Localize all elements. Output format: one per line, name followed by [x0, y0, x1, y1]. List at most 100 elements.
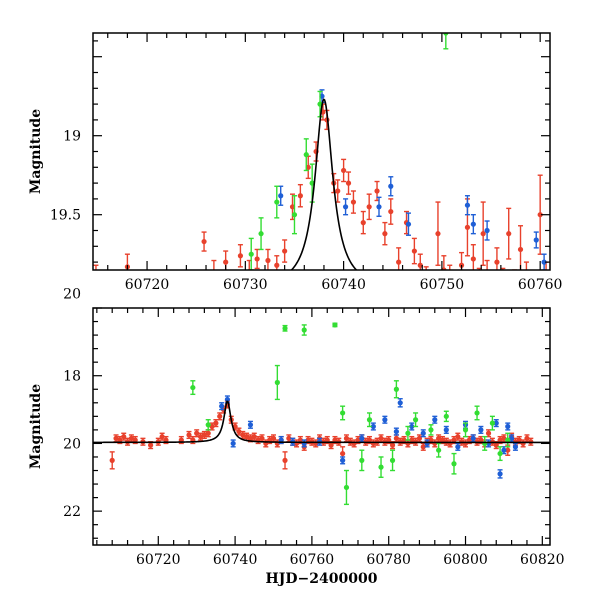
y-tick-label: 22	[63, 504, 81, 520]
data-point	[343, 469, 350, 506]
data-point	[432, 415, 438, 424]
data-point	[409, 422, 415, 431]
data-point	[258, 217, 264, 251]
data-point	[109, 451, 115, 470]
x-tick-label: 60800	[443, 552, 488, 568]
data-point	[476, 267, 482, 270]
y-tick-label: 19	[63, 129, 81, 145]
data-point	[505, 432, 511, 448]
data-point	[274, 364, 280, 401]
model-curve	[93, 400, 550, 444]
data-point	[278, 435, 284, 445]
data-point	[265, 248, 271, 270]
data-point	[254, 248, 260, 270]
data-point	[340, 456, 346, 465]
data-point	[455, 432, 461, 441]
data-point	[274, 185, 280, 219]
data-point	[393, 427, 399, 436]
data-point	[382, 415, 388, 424]
data-point	[505, 422, 511, 431]
data-point	[282, 451, 288, 470]
data-point	[248, 237, 254, 270]
data-point	[366, 412, 373, 428]
data-point	[303, 138, 309, 172]
data-point	[213, 419, 219, 428]
data-point	[417, 253, 423, 270]
data-point	[484, 259, 490, 270]
data-point	[190, 380, 196, 396]
data-point	[478, 425, 484, 434]
data-point	[462, 422, 469, 438]
x-axis-label: HJD−2400000	[266, 571, 378, 587]
top-panel: 60720 60730 60740 60750 60760 19 19.5 20 Magnitu…	[28, 32, 563, 316]
model-curve	[290, 98, 358, 270]
series-blue	[219, 395, 519, 479]
data-point	[278, 185, 284, 206]
data-point	[435, 201, 441, 266]
data-point	[335, 179, 341, 203]
data-point	[274, 255, 280, 270]
data-point	[405, 212, 412, 236]
series-red	[93, 103, 549, 316]
data-point	[480, 201, 486, 266]
x-tick-label: 60760	[290, 552, 335, 568]
data-point	[524, 434, 530, 443]
y-tick-label: 18	[63, 369, 81, 385]
data-point	[121, 432, 127, 441]
x-tick-label: 60720	[136, 552, 181, 568]
data-point	[382, 221, 388, 246]
data-point	[533, 231, 539, 249]
data-point	[340, 405, 346, 421]
data-point	[506, 207, 512, 260]
data-point	[420, 429, 426, 438]
data-point	[512, 442, 519, 451]
data-point	[451, 452, 457, 475]
y-tick-label: 20	[63, 436, 81, 452]
data-point	[186, 430, 192, 440]
data-point	[282, 239, 288, 263]
data-point	[393, 380, 399, 399]
data-point	[455, 442, 461, 451]
series-green	[190, 322, 511, 506]
data-point	[488, 275, 493, 297]
data-point	[512, 269, 518, 270]
data-point	[493, 419, 499, 428]
data-point	[411, 237, 417, 265]
data-point	[341, 158, 347, 183]
series-green	[248, 33, 449, 270]
data-point	[389, 449, 396, 472]
data-point	[201, 430, 207, 440]
data-point	[194, 429, 200, 438]
data-point	[274, 439, 280, 448]
data-point	[396, 247, 402, 270]
data-point	[378, 456, 384, 478]
data-point	[224, 395, 231, 404]
data-point	[443, 410, 449, 423]
data-point	[132, 435, 138, 445]
data-point	[464, 195, 471, 216]
data-point	[350, 190, 357, 214]
data-point	[219, 402, 225, 411]
data-point	[436, 442, 442, 458]
x-tick-label: 60760	[518, 277, 563, 293]
x-tick-label: 60740	[213, 552, 258, 568]
series-red	[109, 400, 534, 470]
data-point	[360, 210, 366, 235]
data-point	[201, 231, 207, 252]
data-point	[484, 220, 490, 241]
data-point	[541, 253, 547, 270]
plot-area	[93, 33, 549, 316]
plot-area	[93, 322, 550, 506]
data-point	[485, 429, 492, 438]
x-tick-label: 60780	[366, 552, 411, 568]
data-point	[412, 412, 419, 428]
data-point	[497, 446, 503, 462]
data-point	[370, 422, 376, 431]
y-axis-label: Magnitude	[28, 384, 44, 469]
data-point	[405, 425, 411, 441]
data-point	[117, 291, 122, 316]
data-point	[443, 425, 449, 434]
data-point	[420, 442, 426, 451]
data-point	[359, 449, 365, 472]
